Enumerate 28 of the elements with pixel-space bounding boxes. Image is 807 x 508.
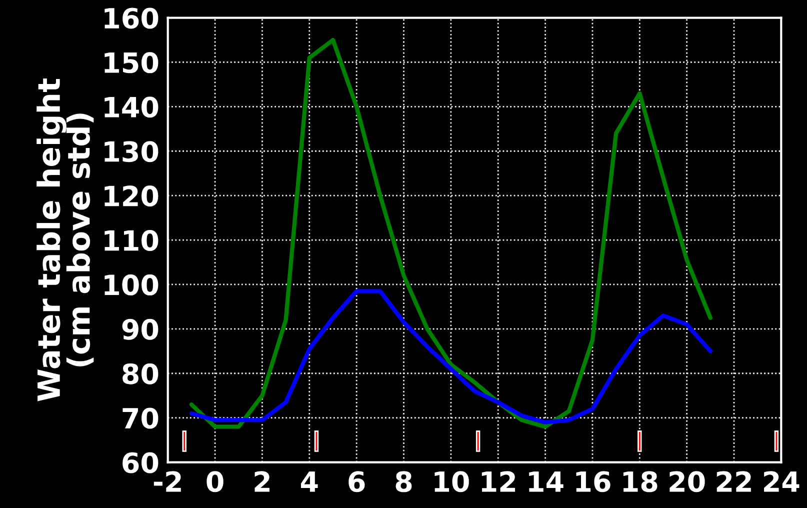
y-axis-title: Water table height (cm above std) (36, 78, 94, 402)
x-tick-label: 18 (623, 471, 658, 492)
x-tick-label: 12 (482, 471, 516, 492)
y-tick-label: 140 (104, 96, 158, 118)
x-tick-label: -2 (154, 471, 181, 492)
y-tick-label: 90 (122, 318, 158, 340)
x-tick-label: 0 (206, 471, 224, 492)
y-tick-label: 70 (122, 408, 158, 429)
x-tick-label: 6 (348, 471, 365, 492)
x-tick-label: 10 (434, 471, 469, 492)
y-tick-label: 120 (104, 186, 158, 207)
y-tick-label: 60 (122, 452, 158, 474)
x-tick-label: 4 (300, 471, 318, 492)
x-tick-label: 2 (254, 471, 270, 492)
y-tick-label: 110 (104, 230, 158, 251)
y-tick-label: 150 (104, 52, 158, 74)
y-tick-label: 160 (104, 8, 158, 29)
x-tick-label: 22 (716, 471, 751, 492)
y-tick-label: 100 (104, 274, 158, 296)
y-tick-label: 80 (122, 363, 158, 384)
line-series (189, 289, 712, 424)
x-tick-label: 24 (764, 471, 800, 492)
y-tick-label: 130 (104, 141, 158, 162)
line-series (189, 38, 712, 429)
x-tick-label: 16 (576, 471, 610, 492)
x-tick-label: 20 (670, 471, 705, 492)
x-tick-label: 8 (396, 471, 412, 492)
x-tick-label: 14 (529, 471, 564, 492)
